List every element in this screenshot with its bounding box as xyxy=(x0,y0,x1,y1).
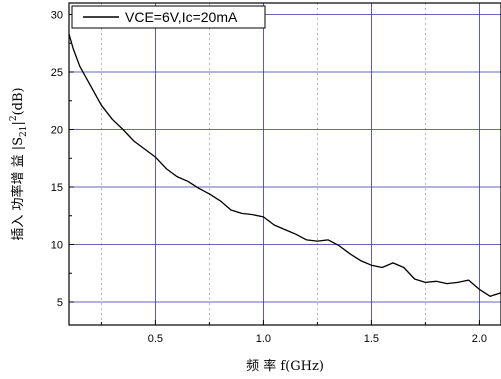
grid-lines xyxy=(69,3,501,325)
x-axis-title: 频 率 f(GHz) xyxy=(246,358,324,374)
y-tick-label: 20 xyxy=(51,125,63,137)
legend: VCE=6V,Ic=20mA xyxy=(71,5,266,29)
x-tick-label: 1.5 xyxy=(364,333,379,345)
x-tick-label: 1.0 xyxy=(256,333,271,345)
y-axis-title: 插入 功率增 益 |S21|2(dB) xyxy=(9,87,29,240)
x-tick-label: 0.5 xyxy=(148,333,163,345)
y-tick-label: 5 xyxy=(57,297,63,309)
y-tick-label: 30 xyxy=(51,10,63,22)
y-tick-label: 10 xyxy=(51,240,63,252)
y-tick-label: 25 xyxy=(51,67,63,79)
x-tick-label: 2.0 xyxy=(472,333,487,345)
series-layer xyxy=(68,33,501,297)
plot-frame xyxy=(68,2,501,326)
axis-ticks: 0.5 1.0 1.5 2.0 5 10 15 20 25 30 xyxy=(51,10,487,346)
legend-box xyxy=(71,5,266,29)
y-tick-label: 15 xyxy=(51,182,63,194)
series-line xyxy=(68,33,501,297)
legend-label: VCE=6V,Ic=20mA xyxy=(125,9,238,25)
